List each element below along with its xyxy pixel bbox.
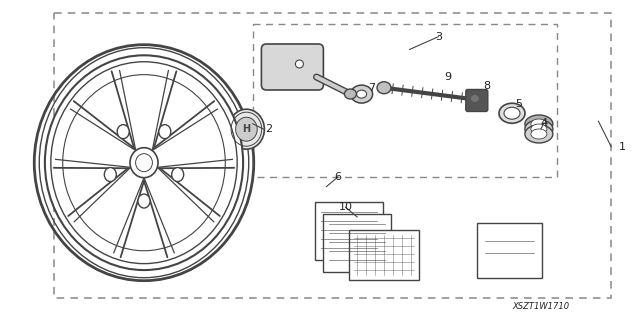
Ellipse shape	[104, 167, 116, 182]
Text: H: H	[243, 124, 250, 134]
Ellipse shape	[138, 194, 150, 208]
Text: 1: 1	[619, 142, 626, 152]
Ellipse shape	[344, 89, 356, 99]
Ellipse shape	[130, 148, 158, 178]
Polygon shape	[477, 223, 542, 278]
Ellipse shape	[525, 125, 553, 143]
Ellipse shape	[531, 119, 547, 129]
Text: 6: 6	[335, 172, 341, 182]
FancyBboxPatch shape	[261, 44, 323, 90]
Text: 7: 7	[367, 83, 375, 93]
Ellipse shape	[117, 125, 129, 139]
Ellipse shape	[377, 82, 391, 94]
Ellipse shape	[356, 90, 367, 98]
Text: 8: 8	[483, 81, 490, 91]
Ellipse shape	[531, 124, 547, 134]
Text: 10: 10	[339, 202, 353, 212]
Ellipse shape	[172, 167, 184, 182]
Text: 9: 9	[444, 71, 452, 82]
Ellipse shape	[296, 60, 303, 68]
Text: 2: 2	[266, 124, 273, 134]
Ellipse shape	[525, 115, 553, 133]
Ellipse shape	[228, 109, 264, 149]
Ellipse shape	[45, 55, 243, 270]
Text: XSZT1W1710: XSZT1W1710	[512, 302, 570, 311]
Text: 4: 4	[540, 118, 548, 128]
Ellipse shape	[351, 85, 372, 103]
Polygon shape	[323, 214, 391, 272]
Polygon shape	[315, 202, 383, 260]
Ellipse shape	[531, 129, 547, 139]
Text: 5: 5	[515, 99, 522, 109]
FancyBboxPatch shape	[466, 90, 488, 111]
Ellipse shape	[236, 117, 257, 141]
Text: 3: 3	[435, 32, 442, 42]
Ellipse shape	[499, 103, 525, 123]
Ellipse shape	[159, 125, 171, 139]
Ellipse shape	[525, 120, 553, 138]
Polygon shape	[349, 230, 419, 280]
Ellipse shape	[504, 107, 520, 119]
Ellipse shape	[471, 95, 479, 102]
